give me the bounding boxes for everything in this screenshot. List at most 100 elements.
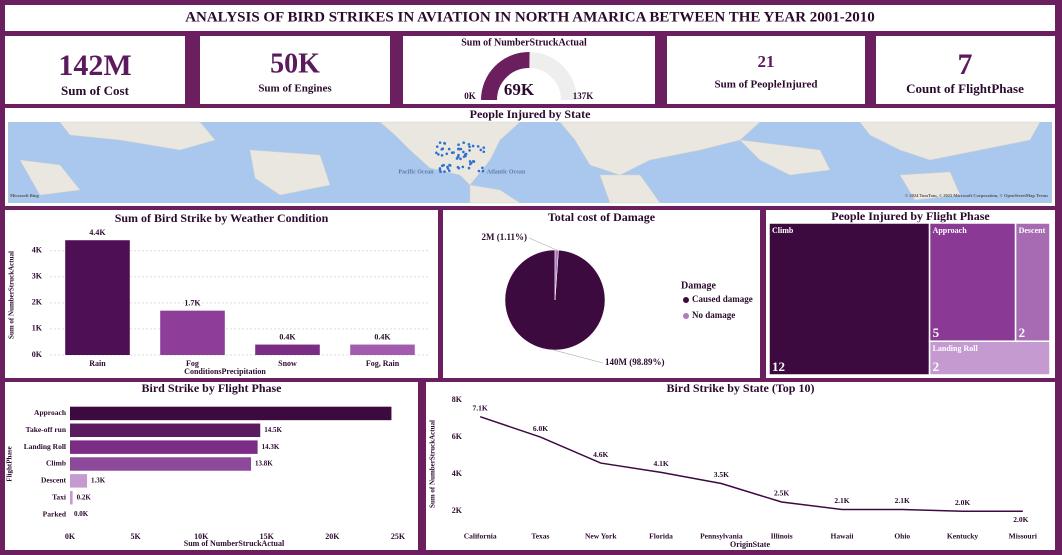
map-point [457,166,461,170]
tile-label: Landing Roll [933,344,979,353]
x-tick-label: Ohio [894,532,910,541]
bar [70,423,261,438]
value-label: 1.3K [91,476,106,484]
value-label: 2.1K [895,496,910,505]
map-attribution: © 2024 TomTom, © 2025 Microsoft Corporat… [905,193,1048,198]
x-tick-label: Illinois [771,532,793,541]
title-panel [5,5,1055,31]
tile-value: 5 [933,325,940,340]
x-tick-label: 25K [391,532,406,541]
map-point [468,145,471,149]
map-point [443,141,446,145]
map-points [435,141,486,174]
bar [70,490,73,505]
gauge-value [481,52,530,101]
map-point [440,154,444,157]
value-label: 4.4K [89,228,106,237]
map-point [472,159,475,163]
kpi-panel [876,36,1055,104]
map-point [482,150,486,154]
y-tick-label: Approach [34,408,67,417]
map-title: People Injured by State [470,107,591,121]
x-tick-label: 10K [194,532,209,541]
kpi-panel [200,36,390,104]
tile-value: 12 [772,359,785,374]
bar [65,240,130,355]
value-label: 0.2K [77,493,92,501]
map-label: Atlantic Ocean [487,169,526,175]
value-label: 1.7K [184,298,201,307]
map-point [462,150,465,154]
map-point [448,163,451,167]
map-point [467,142,471,146]
x-tick-label: 5K [130,532,141,541]
x-axis-title: Sum of NumberStruckActual [184,539,285,548]
map-point [443,170,446,173]
map-point [464,154,467,158]
map-point [458,147,461,151]
legend-title: Damage [681,280,717,291]
tile-value: 2 [1019,325,1025,340]
value-label: 2.0K [955,498,970,507]
treemap-tile [1014,222,1051,342]
value-label: 0.0K [74,510,89,518]
treemap-tile [768,222,931,376]
y-axis-title: Sum of NumberStruckActual [8,251,16,339]
leader-line [553,349,604,364]
map-point [470,161,473,165]
tile-label: Descent [1019,226,1046,235]
value-label: 0.4K [374,332,391,341]
y-tick-label: Landing Roll [24,442,66,451]
value-label: 13.8K [255,460,273,468]
map-label: Pacific Ocean [398,169,434,175]
data-label: 140M (98.89%) [605,357,665,367]
x-tick-label: 15K [260,532,275,541]
x-tick-label: 20K [325,532,340,541]
x-tick-label: Florida [649,532,673,541]
tile-label: Climb [772,226,794,235]
value-label: 4.1K [653,459,668,468]
map-point [457,143,460,147]
kpi-value: 7 [958,48,973,81]
map-point [435,151,438,155]
value-label: 2.5K [774,489,789,498]
chart-title: Bird Strike by Flight Phase [141,381,282,395]
map-point [440,164,444,168]
y-tick-label: 0K [32,350,43,359]
map-point [461,165,465,169]
chart-title: Total cost of Damage [548,210,656,224]
map-land [19,121,1041,204]
map-point [479,148,483,152]
y-tick-label: Descent [41,476,66,485]
y-tick-label: Climb [46,459,66,468]
x-tick-label: 0K [65,532,76,541]
bar [70,406,392,421]
map-point [468,149,471,152]
x-tick-label: Fog, Rain [366,359,400,368]
value-label: 14.3K [262,443,280,451]
x-axis-title: ConditionsPrecipitation [184,367,266,376]
map-point [467,166,471,170]
kpi-value: 50K [270,48,320,79]
tile-label: Approach [933,226,968,235]
value-label: 7.1K [473,403,488,412]
map-point [477,169,481,173]
y-tick-label: Take-off run [26,425,67,434]
kpi-panel [5,36,185,104]
y-tick-label: Taxi [52,492,66,501]
y-tick-label: 4K [32,245,43,254]
y-tick-label: 3K [32,272,43,281]
chart-panel [426,382,1055,550]
map-logo: Microsoft Bing [10,193,40,198]
map-point [476,145,480,148]
y-axis-title: Sum of NumberStruckActual [429,420,437,508]
x-tick-label: Pennsylvania [700,532,743,541]
map-point [459,157,462,161]
kpi-label: Sum of PeopleInjured [714,79,817,91]
kpi-panel [667,36,865,104]
treemap-tile [928,340,1051,376]
dashboard-title: ANALYSIS OF BIRD STRIKES IN AVIATION IN … [185,9,875,25]
x-tick-label: Rain [89,359,106,368]
map-point [441,147,445,151]
